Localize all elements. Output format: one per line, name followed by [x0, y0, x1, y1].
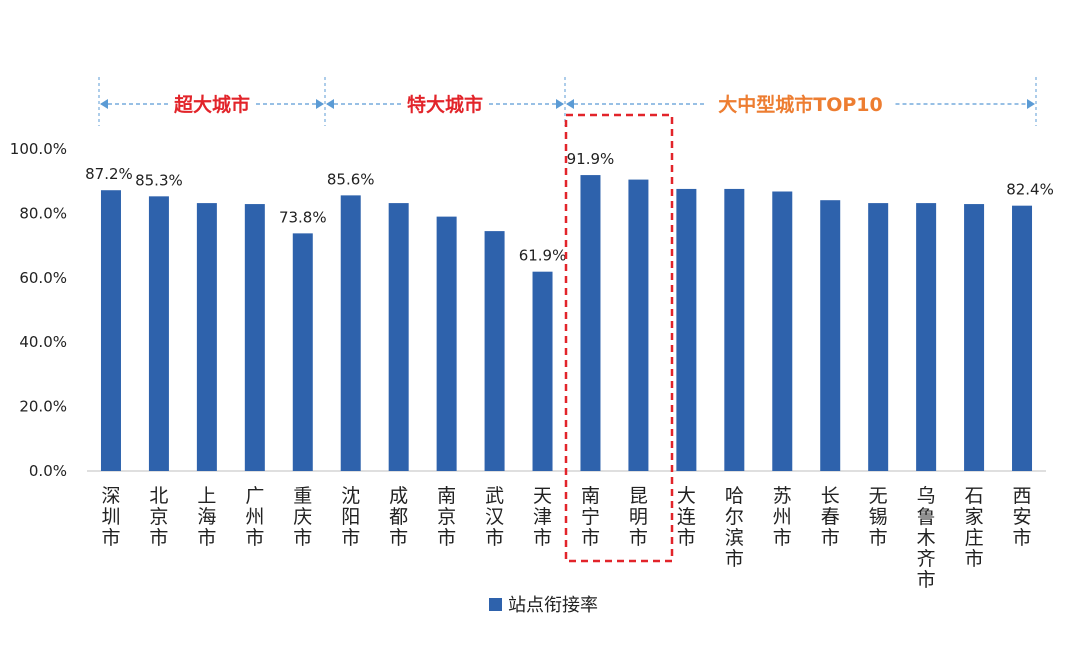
bar — [292, 233, 313, 471]
category-label: 沈阳市 — [341, 485, 360, 549]
arrow-head-right — [316, 99, 324, 109]
data-label: 61.9% — [519, 247, 567, 265]
x-axis-categories: 深圳市 北京市 上海市 广州市 重庆市 沈阳市 成都市 南京市 武汉市 天津市 南宁市 昆明市 大连市 哈… — [101, 485, 1031, 591]
category-label: 成都市 — [389, 485, 408, 549]
y-tick-label: 80.0% — [19, 204, 67, 222]
group-annotations: 超大城市 特大城市 大中型城市TOP10 — [98, 77, 1037, 126]
highlight-box — [564, 113, 674, 563]
bar — [148, 196, 169, 472]
category-label: 苏州市 — [773, 485, 792, 549]
arrow-head-right — [1027, 99, 1035, 109]
arrow-head-left — [566, 99, 574, 109]
bar — [100, 190, 121, 471]
group-label: 大中型城市TOP10 — [718, 93, 882, 116]
category-label: 西安市 — [1013, 485, 1032, 549]
legend-swatch — [489, 598, 502, 611]
bar — [964, 204, 985, 471]
bar — [196, 203, 217, 471]
y-tick-label: 40.0% — [19, 333, 67, 351]
bar — [916, 203, 937, 471]
data-label: 73.8% — [279, 208, 327, 226]
highlight-box-rect — [564, 113, 674, 563]
category-label: 天津市 — [533, 485, 552, 549]
y-tick-label: 20.0% — [19, 398, 67, 416]
group-label: 超大城市 — [173, 93, 250, 116]
category-label: 乌鲁木齐市 — [917, 485, 936, 591]
category-label: 大连市 — [677, 485, 696, 549]
y-tick-label: 100.0% — [10, 140, 67, 158]
category-label: 哈尔滨市 — [725, 485, 744, 570]
category-label: 广州市 — [245, 485, 264, 549]
data-label: 87.2% — [85, 165, 133, 183]
category-label: 北京市 — [149, 485, 168, 549]
category-label: 石家庄市 — [965, 485, 984, 570]
data-labels: 87.2% 85.3% 73.8% 85.6% 61.9% 91.9% 82.4% — [85, 150, 1054, 265]
bar — [772, 191, 793, 471]
category-label: 昆明市 — [629, 485, 648, 549]
category-label: 南宁市 — [581, 485, 600, 549]
legend: 站点衔接率 — [489, 595, 598, 616]
category-label: 上海市 — [197, 485, 216, 549]
bar — [820, 200, 841, 471]
bar — [868, 203, 889, 471]
data-label: 85.6% — [327, 170, 375, 188]
bar — [1012, 205, 1033, 471]
bar — [676, 188, 697, 472]
category-label: 南京市 — [437, 485, 456, 549]
category-label: 长春市 — [821, 485, 840, 549]
y-tick-label: 0.0% — [29, 462, 67, 480]
bar — [580, 175, 601, 471]
bar — [340, 195, 361, 472]
arrow-head-left — [100, 99, 108, 109]
category-label: 重庆市 — [293, 485, 312, 549]
legend-label: 站点衔接率 — [508, 595, 598, 616]
data-label: 85.3% — [135, 171, 183, 189]
group-label: 特大城市 — [407, 93, 483, 116]
category-label: 无锡市 — [869, 485, 888, 549]
bar — [724, 188, 745, 472]
category-label: 深圳市 — [101, 485, 120, 549]
arrow-head-left — [326, 99, 334, 109]
bar — [628, 179, 649, 471]
data-label: 91.9% — [567, 150, 615, 168]
bars — [100, 175, 1033, 472]
y-tick-label: 60.0% — [19, 269, 67, 287]
arrow-head-right — [556, 99, 564, 109]
data-label: 82.4% — [1006, 181, 1054, 199]
category-label: 武汉市 — [485, 485, 504, 549]
bar — [484, 231, 505, 471]
bar — [532, 271, 553, 471]
bar — [436, 216, 457, 471]
bar — [388, 203, 409, 471]
bar — [244, 204, 265, 471]
